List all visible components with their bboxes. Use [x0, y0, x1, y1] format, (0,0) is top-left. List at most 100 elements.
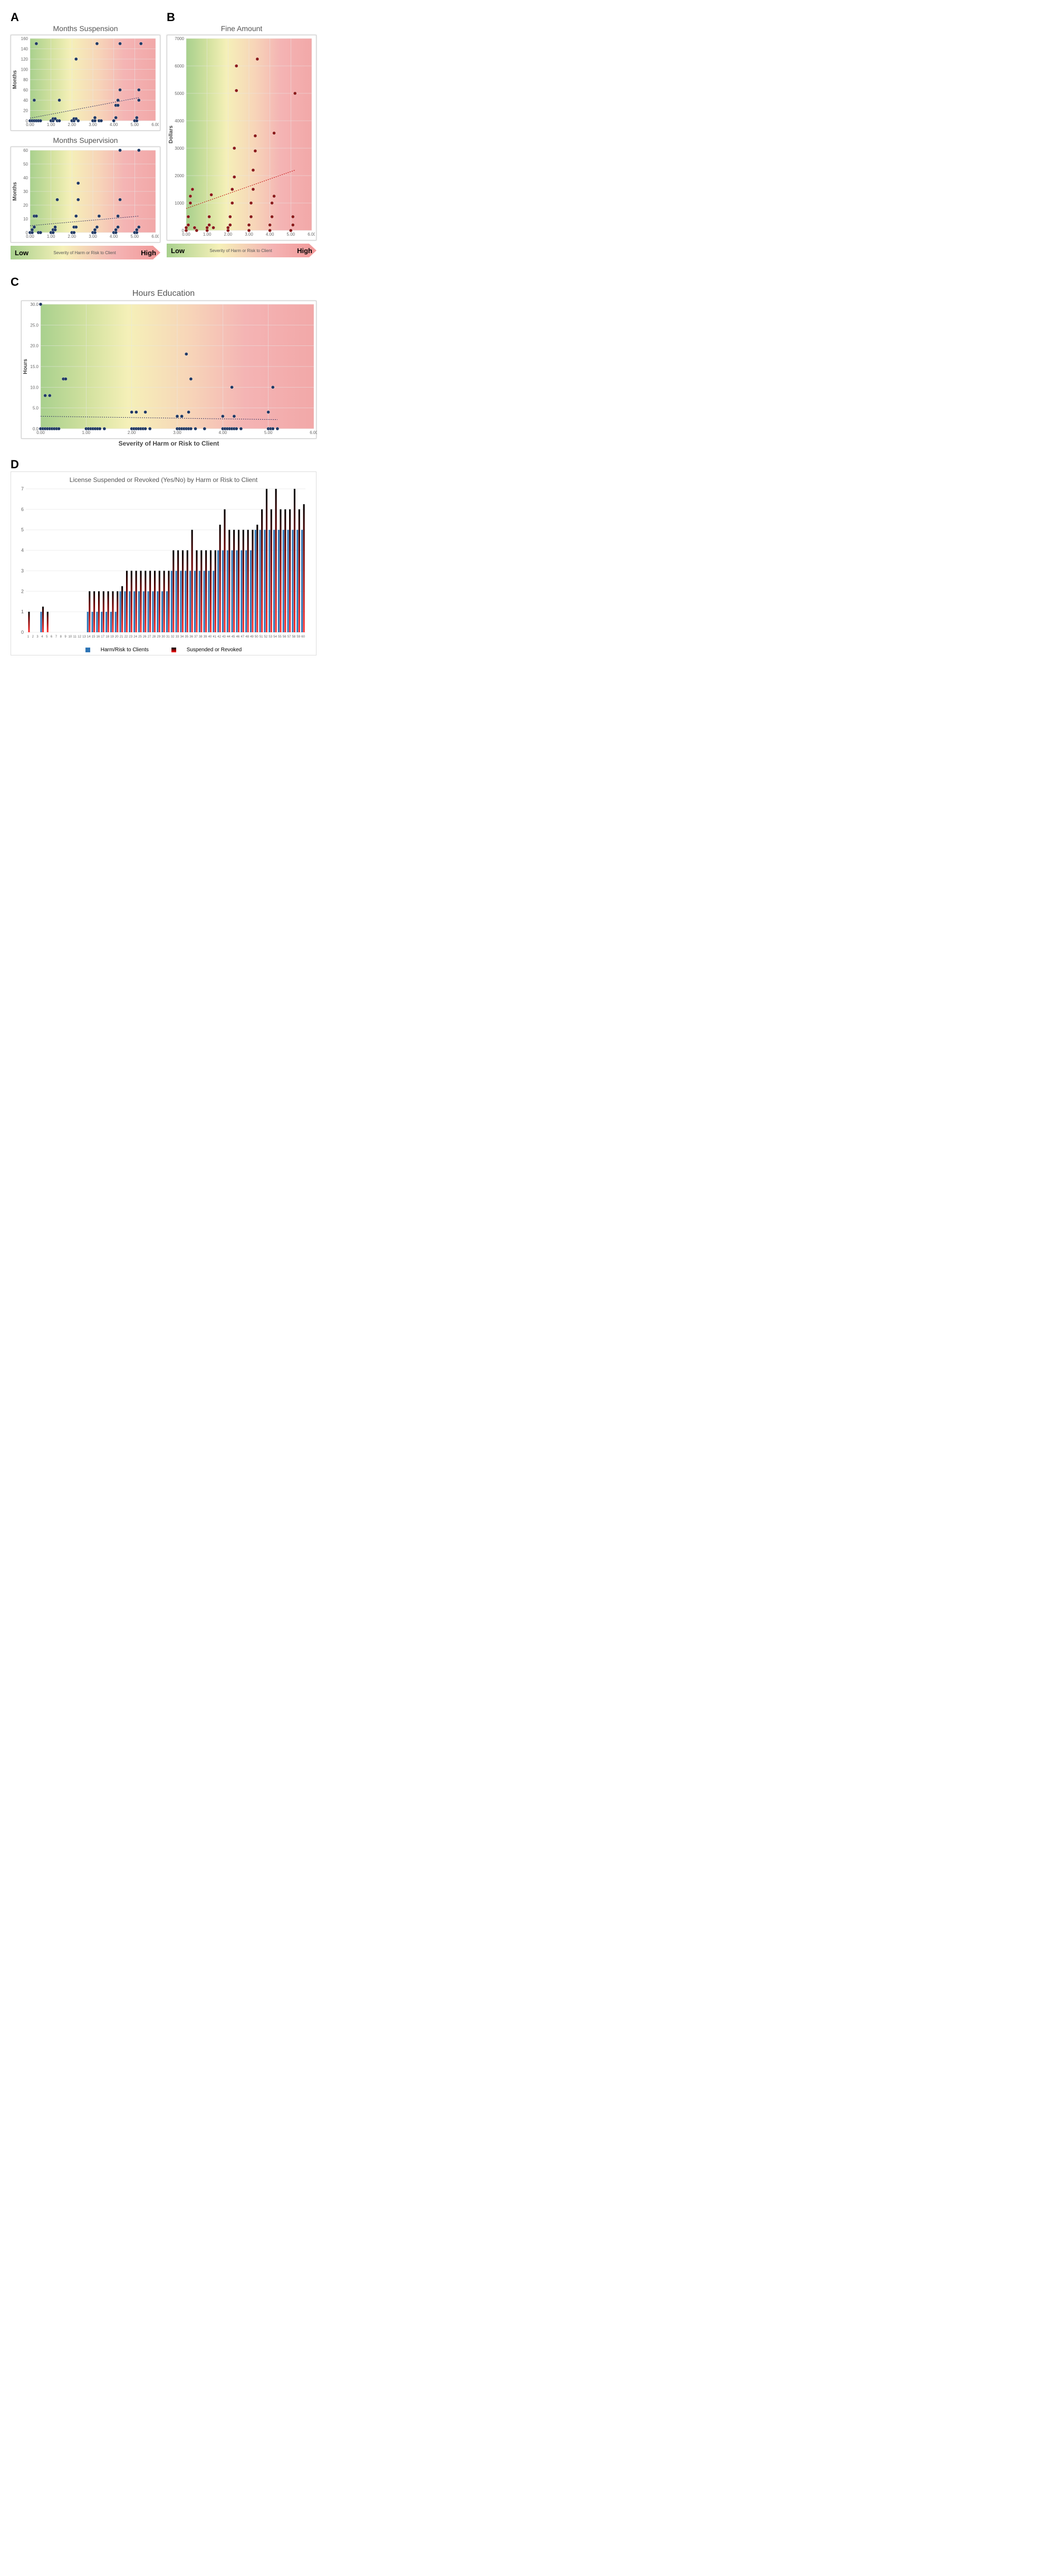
svg-text:2: 2: [32, 635, 34, 639]
svg-text:100: 100: [21, 67, 28, 72]
svg-text:50: 50: [255, 635, 258, 639]
svg-text:2: 2: [21, 588, 24, 594]
svg-text:0.00: 0.00: [182, 232, 190, 237]
svg-text:6.00: 6.00: [151, 234, 159, 239]
svg-text:24: 24: [133, 635, 137, 639]
svg-text:28: 28: [152, 635, 156, 639]
chart-b: 010002000300040005000600070000.001.002.0…: [167, 35, 316, 240]
svg-text:39: 39: [204, 635, 207, 639]
svg-text:31: 31: [166, 635, 170, 639]
svg-text:5: 5: [21, 527, 24, 533]
svg-text:1: 1: [27, 635, 30, 639]
chart-a-top-title: Months Suspension: [11, 24, 160, 33]
severity-arrow-a: Low Severity of Harm or Risk to Client H…: [11, 246, 160, 259]
svg-text:3: 3: [36, 635, 39, 639]
legend-label-1: Harm/Risk to Clients: [101, 647, 149, 653]
svg-text:1000: 1000: [175, 201, 184, 206]
svg-text:49: 49: [250, 635, 254, 639]
svg-text:38: 38: [199, 635, 203, 639]
legend-label-2: Suspended or Revoked: [187, 647, 242, 653]
chart-c-title: Hours Education: [11, 289, 316, 298]
svg-text:30: 30: [161, 635, 165, 639]
svg-text:47: 47: [241, 635, 244, 639]
panel-c: C Hours Education 0.05.010.015.020.025.0…: [11, 275, 316, 447]
svg-text:1.00: 1.00: [47, 122, 55, 127]
svg-text:30.0: 30.0: [30, 302, 39, 307]
svg-text:80: 80: [23, 78, 28, 82]
svg-text:6: 6: [21, 507, 24, 512]
svg-text:6: 6: [51, 635, 53, 639]
svg-text:15: 15: [92, 635, 95, 639]
svg-text:13: 13: [82, 635, 86, 639]
svg-text:5.00: 5.00: [131, 234, 139, 239]
svg-text:2.00: 2.00: [68, 122, 76, 127]
svg-text:8: 8: [60, 635, 62, 639]
svg-text:7000: 7000: [175, 36, 184, 41]
svg-text:10.0: 10.0: [30, 385, 39, 390]
svg-text:20: 20: [23, 109, 28, 113]
svg-text:20: 20: [115, 635, 119, 639]
svg-text:4.00: 4.00: [110, 122, 118, 127]
svg-text:60: 60: [301, 635, 305, 639]
svg-text:3.00: 3.00: [89, 122, 97, 127]
svg-text:60: 60: [23, 88, 28, 93]
panel-c-label: C: [11, 275, 19, 289]
chart-a-bottom-title: Months Supervision: [11, 136, 160, 144]
panel-d-label: D: [11, 458, 19, 471]
svg-text:16: 16: [97, 635, 100, 639]
svg-text:5.00: 5.00: [287, 232, 295, 237]
svg-text:6.00: 6.00: [310, 430, 317, 435]
svg-text:27: 27: [148, 635, 151, 639]
svg-text:30: 30: [23, 189, 28, 194]
svg-text:2000: 2000: [175, 173, 184, 178]
svg-text:20.0: 20.0: [30, 344, 39, 349]
svg-text:0.00: 0.00: [26, 122, 34, 127]
panel-b: B Fine Amount 01000200030004000500060007…: [167, 11, 316, 259]
svg-text:18: 18: [105, 635, 109, 639]
svg-text:14: 14: [87, 635, 91, 639]
svg-text:17: 17: [101, 635, 104, 639]
svg-text:58: 58: [292, 635, 296, 639]
svg-text:9: 9: [64, 635, 66, 639]
svg-text:6000: 6000: [175, 64, 184, 69]
svg-text:33: 33: [176, 635, 179, 639]
svg-text:56: 56: [283, 635, 286, 639]
svg-text:21: 21: [120, 635, 123, 639]
svg-text:1.00: 1.00: [47, 234, 55, 239]
svg-text:34: 34: [180, 635, 184, 639]
svg-text:41: 41: [213, 635, 216, 639]
svg-text:0.00: 0.00: [36, 430, 45, 435]
panel-a-label: A: [11, 11, 19, 24]
svg-text:37: 37: [194, 635, 198, 639]
svg-text:7: 7: [21, 486, 24, 491]
chart-d-legend: Harm/Risk to Clients Suspended or Revoke…: [13, 647, 314, 653]
panel-b-label: B: [167, 11, 175, 24]
arrow-low: Low: [15, 249, 28, 257]
svg-text:7: 7: [55, 635, 57, 639]
chart-d: 0123456712345678910111213141516171819202…: [13, 486, 314, 644]
svg-text:44: 44: [227, 635, 231, 639]
svg-text:60: 60: [23, 148, 28, 153]
svg-text:23: 23: [129, 635, 132, 639]
svg-text:40: 40: [23, 98, 28, 103]
svg-text:48: 48: [245, 635, 249, 639]
svg-text:2.00: 2.00: [224, 232, 233, 237]
svg-text:12: 12: [78, 635, 81, 639]
svg-text:50: 50: [23, 162, 28, 167]
svg-text:4.00: 4.00: [110, 234, 118, 239]
svg-text:Months: Months: [12, 70, 18, 89]
arrow-mid-b: Severity of Harm or Risk to Client: [209, 248, 272, 253]
svg-text:Hours: Hours: [23, 359, 28, 374]
chart-b-title: Fine Amount: [167, 24, 316, 33]
svg-text:1.00: 1.00: [203, 232, 212, 237]
svg-text:19: 19: [110, 635, 114, 639]
svg-text:4: 4: [21, 548, 24, 553]
svg-text:4000: 4000: [175, 119, 184, 123]
svg-text:0: 0: [21, 630, 24, 635]
svg-text:42: 42: [217, 635, 221, 639]
svg-text:4: 4: [41, 635, 43, 639]
svg-text:59: 59: [296, 635, 300, 639]
svg-text:22: 22: [124, 635, 128, 639]
chart-a-top: 0204060801001201401600.001.002.003.004.0…: [11, 35, 160, 131]
svg-text:140: 140: [21, 47, 28, 52]
